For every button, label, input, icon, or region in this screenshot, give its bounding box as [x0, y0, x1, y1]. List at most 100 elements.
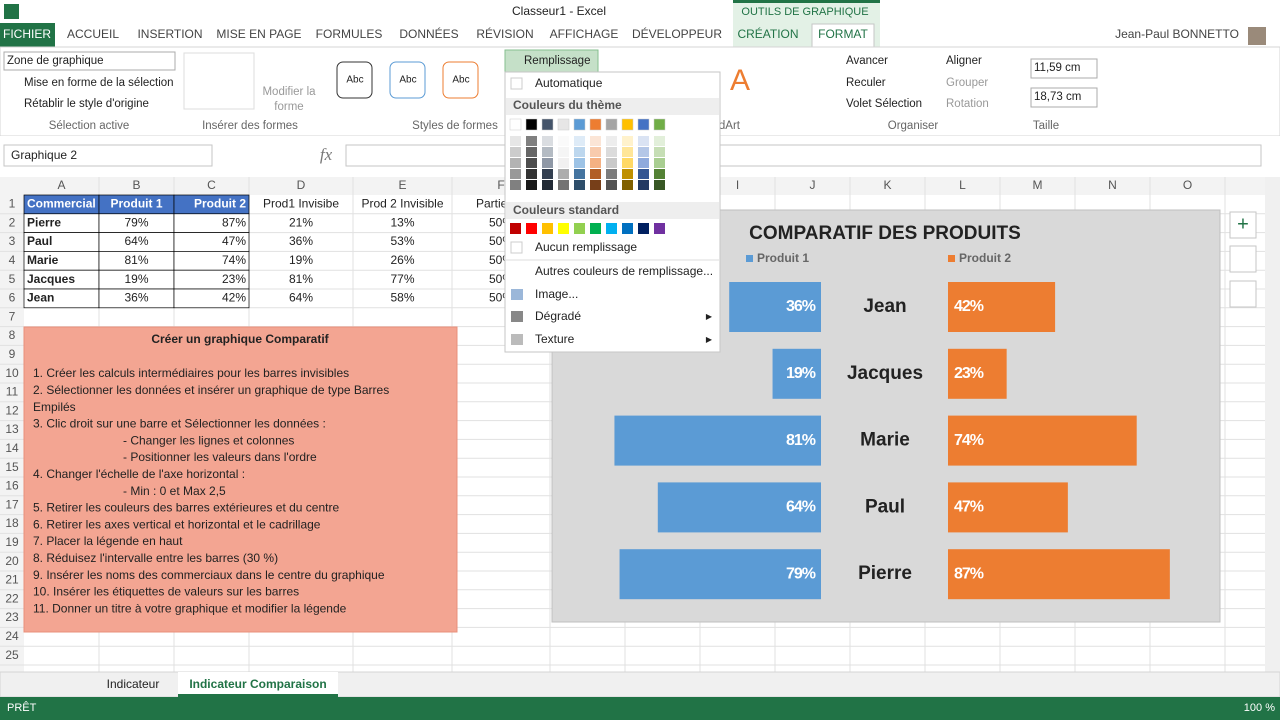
cell-text[interactable]: 64% [289, 291, 313, 305]
color-swatch[interactable] [605, 118, 618, 131]
user-avatar[interactable] [1248, 27, 1266, 45]
column-header[interactable]: L [959, 178, 966, 192]
cell-text[interactable]: 79% [124, 215, 148, 229]
chart-filters-button[interactable] [1229, 280, 1257, 308]
column-header[interactable]: I [736, 178, 739, 192]
color-swatch[interactable] [622, 147, 633, 157]
color-swatch[interactable] [622, 158, 633, 168]
cell-text[interactable]: 21% [289, 215, 313, 229]
wordart-sample[interactable]: A [730, 64, 750, 97]
color-swatch[interactable] [574, 169, 585, 179]
color-swatch[interactable] [574, 136, 585, 146]
cell-text[interactable]: Jacques [27, 272, 75, 286]
excel-icon[interactable] [4, 4, 19, 19]
ribbon-tab[interactable]: FORMULES [316, 27, 383, 41]
ribbon-tab[interactable]: MISE EN PAGE [216, 27, 301, 41]
chart-element-select[interactable] [3, 51, 176, 71]
color-swatch[interactable] [526, 180, 537, 190]
column-header[interactable]: J [810, 178, 816, 192]
active-tab-bg[interactable] [811, 23, 875, 49]
bar[interactable] [948, 282, 1056, 332]
color-swatch[interactable] [638, 158, 649, 168]
name-box-value[interactable]: Graphique 2 [11, 148, 77, 162]
color-swatch[interactable] [622, 136, 633, 146]
color-swatch[interactable] [510, 169, 521, 179]
ribbon-tab[interactable]: DÉVELOPPEUR [632, 26, 722, 41]
row-header[interactable]: 14 [5, 441, 19, 455]
color-swatch[interactable] [638, 169, 649, 179]
color-swatch[interactable] [654, 223, 665, 234]
color-swatch[interactable] [590, 180, 601, 190]
height-value[interactable]: 11,59 cm [1034, 62, 1080, 74]
menu-item[interactable]: Dégradé [535, 309, 581, 323]
column-header[interactable]: F [497, 178, 504, 192]
cell-text[interactable]: 53% [390, 234, 414, 248]
color-swatch[interactable] [542, 223, 553, 234]
color-swatch[interactable] [606, 147, 617, 157]
color-swatch[interactable] [590, 158, 601, 168]
color-swatch[interactable] [654, 169, 665, 179]
row-header[interactable]: 21 [5, 573, 19, 587]
color-swatch[interactable] [574, 223, 585, 234]
color-swatch[interactable] [526, 158, 537, 168]
width-value[interactable]: 18,73 cm [1034, 91, 1081, 103]
bar[interactable] [948, 482, 1068, 533]
color-swatch[interactable] [590, 147, 601, 157]
bar[interactable] [619, 549, 821, 600]
fx-button[interactable]: fx [320, 145, 333, 164]
row-header[interactable]: 7 [9, 309, 16, 323]
row-header[interactable]: 23 [5, 610, 19, 624]
column-header[interactable]: D [297, 178, 306, 192]
column-header[interactable]: C [207, 178, 216, 192]
style-sample[interactable] [389, 61, 426, 99]
cell-text[interactable]: 13% [390, 215, 414, 229]
height-input[interactable] [1030, 58, 1098, 79]
color-swatch[interactable] [510, 241, 523, 254]
color-swatch[interactable] [510, 136, 521, 146]
row-header[interactable]: 12 [5, 403, 19, 417]
row-header[interactable]: 15 [5, 460, 19, 474]
bar[interactable] [657, 482, 821, 533]
cell-text[interactable]: Jean [27, 291, 54, 305]
color-swatch[interactable] [542, 180, 553, 190]
row-header[interactable]: 1 [9, 197, 16, 211]
cell-text[interactable]: Pierre [27, 215, 61, 229]
color-swatch[interactable] [526, 169, 537, 179]
column-header[interactable]: B [132, 178, 140, 192]
cell-text[interactable]: 47% [222, 234, 246, 248]
row-header[interactable]: 18 [5, 516, 19, 530]
column-header[interactable]: N [1108, 178, 1117, 192]
shapes-gallery[interactable] [183, 52, 255, 110]
column-header[interactable]: M [1033, 178, 1043, 192]
cell-text[interactable]: 42% [222, 291, 246, 305]
active-sheet-tab[interactable] [178, 672, 338, 697]
row-header[interactable]: 3 [9, 234, 16, 248]
ribbon-tab[interactable]: DONNÉES [399, 26, 458, 41]
color-swatch[interactable] [638, 147, 649, 157]
sheet-tab[interactable]: Indicateur Comparaison [189, 677, 326, 691]
cell-text[interactable]: 36% [289, 234, 313, 248]
style-sample-label[interactable]: Abc [452, 75, 469, 86]
ribbon-tab[interactable]: FICHIER [3, 27, 51, 41]
reset-style[interactable]: Rétablir le style d'origine [24, 98, 149, 110]
ribbon-tab[interactable]: INSERTION [137, 27, 202, 41]
menu-item[interactable]: Aucun remplissage [535, 240, 637, 254]
color-swatch[interactable] [509, 118, 522, 131]
cell-text[interactable]: 81% [289, 272, 313, 286]
plus-icon[interactable]: + [1237, 213, 1249, 235]
bar[interactable] [948, 348, 1007, 399]
column-header[interactable]: A [57, 178, 65, 192]
color-swatch[interactable] [510, 158, 521, 168]
row-header[interactable]: 20 [5, 554, 19, 568]
color-swatch[interactable] [574, 147, 585, 157]
row-header[interactable]: 10 [5, 366, 19, 380]
column-header[interactable]: O [1183, 178, 1192, 192]
color-swatch[interactable] [558, 158, 569, 168]
color-swatch[interactable] [542, 136, 553, 146]
row-header[interactable]: 25 [5, 648, 19, 662]
color-swatch[interactable] [606, 180, 617, 190]
bar[interactable] [948, 549, 1170, 600]
cell-text[interactable]: 19% [289, 253, 313, 267]
cell-text[interactable]: Produit 1 [110, 197, 162, 211]
style-sample[interactable] [336, 61, 373, 99]
